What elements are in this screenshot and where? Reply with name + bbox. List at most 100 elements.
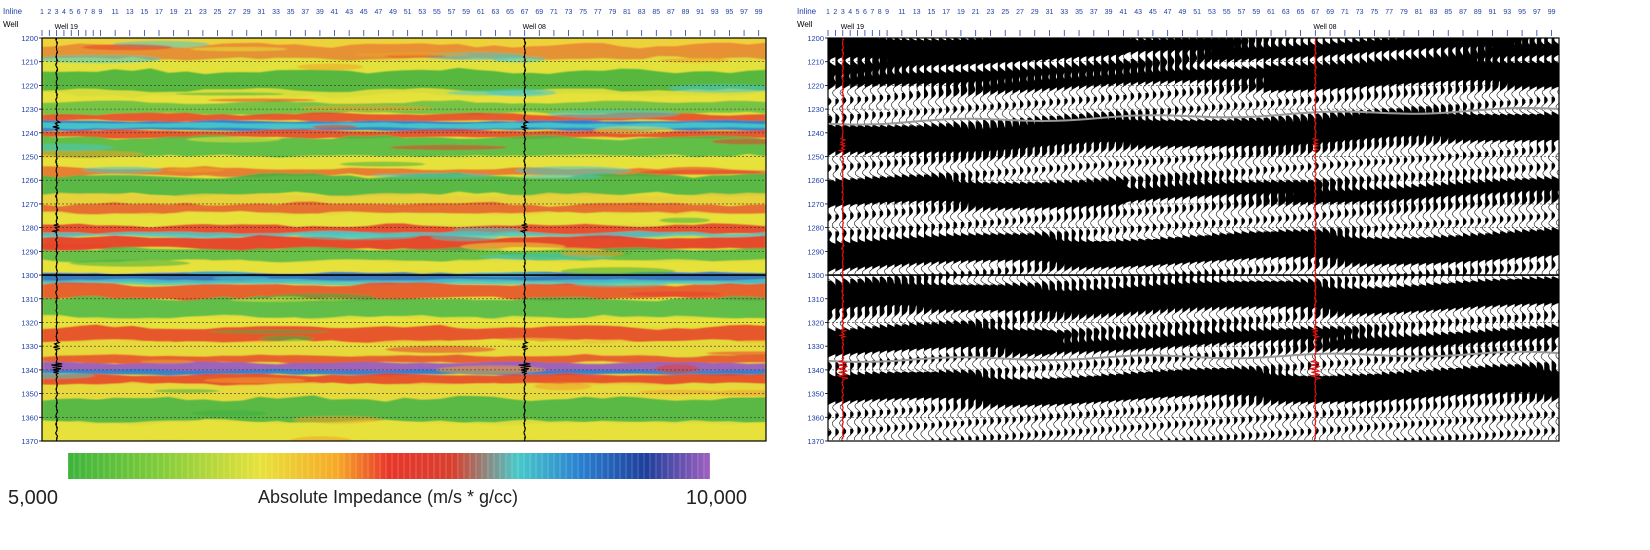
inline-tick-label: 47 — [375, 9, 383, 16]
time-tick-label: 1370 — [807, 437, 824, 446]
inline-tick-label: 77 — [1385, 9, 1393, 16]
seismic-trace — [831, 38, 867, 441]
seismic-trace — [1112, 38, 1148, 441]
time-tick-label: 1250 — [21, 153, 38, 162]
inline-tick-label: 73 — [1356, 9, 1364, 16]
inline-tick-label: 23 — [199, 9, 207, 16]
inline-tick-label: 31 — [257, 9, 265, 16]
inline-axis-label: Inline — [3, 7, 23, 16]
time-tick-label: 1300 — [807, 271, 824, 280]
inline-tick-label: 81 — [623, 9, 631, 16]
inline-tick-label: 33 — [1060, 9, 1068, 16]
inline-tick-label: 71 — [1341, 9, 1349, 16]
seismic-trace — [1097, 38, 1133, 441]
inline-tick-label: 1 — [826, 9, 830, 16]
inline-tick-label: 99 — [1548, 9, 1556, 16]
inline-tick-label: 31 — [1046, 9, 1054, 16]
inline-tick-label: 55 — [1223, 9, 1231, 16]
seismic-trace — [1555, 89, 1559, 441]
inline-tick-label: 35 — [287, 9, 295, 16]
inline-tick-label: 93 — [711, 9, 719, 16]
time-tick-label: 1270 — [21, 200, 38, 209]
time-tick-label: 1370 — [21, 437, 38, 446]
inline-tick-label: 8 — [878, 9, 882, 16]
time-tick-label: 1270 — [807, 200, 824, 209]
colorbar-min-label: 5,000 — [8, 487, 58, 509]
inline-tick-label: 89 — [1474, 9, 1482, 16]
inline-tick-label: 21 — [972, 9, 980, 16]
inline-tick-label: 97 — [1533, 9, 1541, 16]
time-tick-label: 1230 — [807, 105, 824, 114]
inline-tick-label: 83 — [1430, 9, 1438, 16]
inline-tick-label: 75 — [579, 9, 587, 16]
inline-tick-label: 85 — [1444, 9, 1452, 16]
inline-tick-label: 4 — [62, 9, 66, 16]
seismic-trace — [1119, 38, 1155, 441]
inline-tick-label: 69 — [1326, 9, 1334, 16]
inline-tick-label: 6 — [77, 9, 81, 16]
colorbar-max-label: 10,000 — [686, 487, 747, 509]
time-tick-labels: 1200 1210 1220 1230 1240 1250 1260 1270 1280 1290… — [21, 34, 42, 446]
inline-tick-label: 59 — [462, 9, 470, 16]
inline-tick-label: 25 — [214, 9, 222, 16]
inline-tick-label: 87 — [1459, 9, 1467, 16]
time-tick-label: 1240 — [807, 129, 824, 138]
time-tick-label: 1320 — [807, 318, 824, 327]
inline-tick-label: 81 — [1415, 9, 1423, 16]
seismic-section-panel: Inline Well 1 2 3 4 5 6 7 8 9 11 13 15 17 19 21 23 25 27 2… — [797, 7, 1560, 446]
inline-tick-label: 5 — [69, 9, 73, 16]
inline-tick-label: 37 — [301, 9, 309, 16]
well-label: Well 08 — [523, 24, 546, 31]
seismic-trace — [1363, 38, 1399, 441]
seismic-trace — [1068, 38, 1104, 441]
time-tick-label: 1280 — [807, 224, 824, 233]
time-tick-label: 1340 — [21, 366, 38, 375]
inline-tick-label: 13 — [126, 9, 134, 16]
time-tick-label: 1290 — [21, 247, 38, 256]
inline-tick-label: 95 — [726, 9, 734, 16]
inline-tick-label: 1 — [40, 9, 44, 16]
seismic-wiggle-image — [827, 37, 1560, 442]
time-tick-labels-right: 1200 1210 1220 1230 1240 1250 1260 1270 1280 1290… — [807, 34, 828, 446]
inline-tick-label: 7 — [84, 9, 88, 16]
inline-tick-label: 73 — [565, 9, 573, 16]
inline-tick-labels-right: 1 2 3 4 5 6 7 8 9 11 13 15 17 19 21 23 25 27 29 31 33 35 37 39 4… — [826, 9, 1556, 36]
horizon-line — [828, 107, 1559, 126]
time-tick-label: 1300 — [21, 271, 38, 280]
inline-tick-label: 13 — [913, 9, 921, 16]
inline-tick-label: 49 — [389, 9, 397, 16]
seismic-trace — [876, 38, 910, 441]
inline-tick-label: 97 — [740, 9, 748, 16]
inline-tick-label: 3 — [841, 9, 845, 16]
seismic-trace — [1045, 38, 1082, 441]
inline-tick-label: 83 — [638, 9, 646, 16]
inline-tick-label: 71 — [550, 9, 558, 16]
inline-tick-label: 9 — [99, 9, 103, 16]
well-log-trace — [518, 38, 531, 441]
inline-tick-label: 3 — [55, 9, 59, 16]
inline-tick-label: 51 — [404, 9, 412, 16]
seismic-trace — [1060, 38, 1096, 441]
time-tick-label: 1280 — [21, 224, 38, 233]
inline-tick-label: 47 — [1164, 9, 1172, 16]
seismic-trace — [1378, 38, 1414, 441]
well-labels-right: Well 19 Well 08 — [841, 24, 1337, 31]
inline-tick-label: 89 — [682, 9, 690, 16]
inline-tick-label: 27 — [228, 9, 236, 16]
inline-tick-label: 45 — [1149, 9, 1157, 16]
seismic-trace — [868, 38, 903, 441]
well-axis-label: Well — [3, 20, 19, 29]
inline-tick-label: 39 — [1105, 9, 1113, 16]
time-tick-label: 1330 — [21, 342, 38, 351]
inline-tick-label: 15 — [927, 9, 935, 16]
inline-tick-label: 65 — [506, 9, 514, 16]
inline-tick-label: 11 — [898, 9, 905, 16]
inline-tick-label: 29 — [1031, 9, 1039, 16]
inline-tick-label: 65 — [1297, 9, 1305, 16]
inline-tick-label: 63 — [1282, 9, 1290, 16]
inline-tick-label: 69 — [535, 9, 543, 16]
time-tick-label: 1310 — [807, 295, 824, 304]
inline-tick-label: 43 — [1134, 9, 1142, 16]
seismic-trace — [1127, 38, 1163, 441]
seismic-trace — [1082, 38, 1118, 441]
